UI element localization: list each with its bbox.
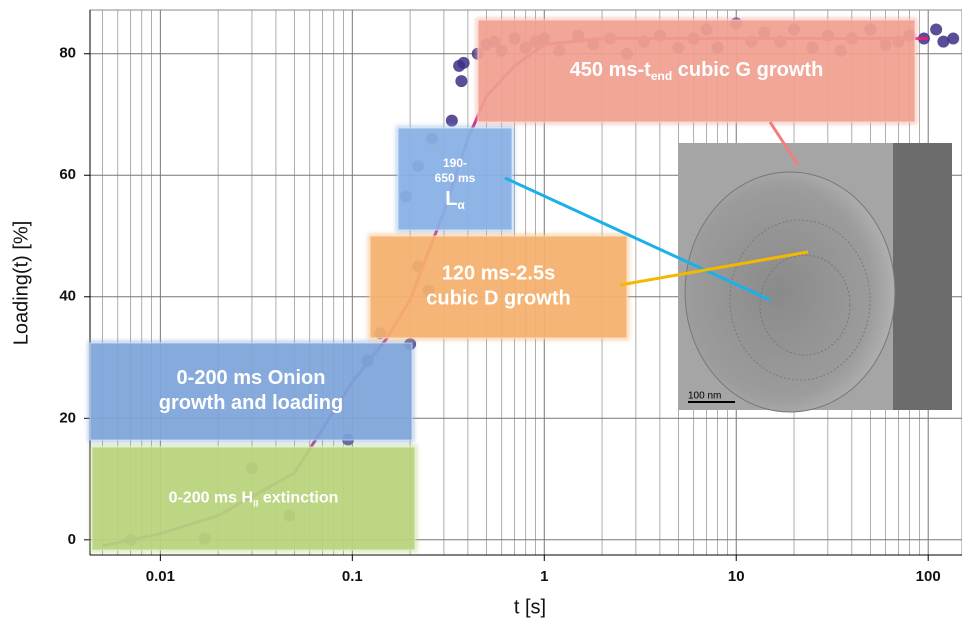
x-axis-label: t [s] xyxy=(514,596,546,618)
y-tick-label: 60 xyxy=(59,166,76,183)
annotation-segment: 0-200 ms Onion xyxy=(177,367,326,389)
annotation-text: 650 ms xyxy=(435,171,476,185)
y-tick-label: 20 xyxy=(59,409,76,426)
annotation-segment: end xyxy=(651,69,672,83)
annotation-text: 450 ms-tend cubic G growth xyxy=(570,59,824,83)
annotation-segment: extinction xyxy=(258,490,338,507)
micrograph-particle xyxy=(685,172,895,412)
annotation-text: 120 ms-2.5s xyxy=(442,263,555,285)
data-point xyxy=(947,33,959,45)
annotation-segment: 120 ms-2.5s xyxy=(442,263,555,285)
annotation-segment: α xyxy=(457,198,465,212)
page: {"chart_data":{"type":"scatter","x_label… xyxy=(0,0,962,623)
annotation-segment: cubic G growth xyxy=(672,59,823,81)
annotation-segment: L xyxy=(445,188,457,210)
x-tick-label: 100 xyxy=(916,568,941,585)
annotation-segment: 650 ms xyxy=(435,171,476,185)
data-point xyxy=(446,115,458,127)
micrograph-edge xyxy=(893,143,952,410)
annotation-segment: 0-200 ms H xyxy=(169,490,254,507)
annotation-text: growth and loading xyxy=(159,392,343,414)
data-point xyxy=(458,57,470,69)
data-point xyxy=(930,23,942,35)
data-point xyxy=(455,75,467,87)
x-tick-label: 0.1 xyxy=(342,568,363,585)
chart: 0.01 0.1 1 10 100 0 20 40 60 80 100 nm 0-200 ms H… xyxy=(0,0,962,623)
annotation-text: 0-200 ms Onion xyxy=(177,367,326,389)
x-tick-label: 0.01 xyxy=(146,568,175,585)
y-tick-label: 0 xyxy=(68,531,76,548)
scale-label: 100 nm xyxy=(688,391,721,402)
y-axis-label: Loading(t) [%] xyxy=(10,221,32,346)
y-tick-label: 80 xyxy=(59,45,76,62)
annotation-text: 190- xyxy=(443,156,467,170)
x-tick-label: 1 xyxy=(540,568,548,585)
annotation-segment: cubic D growth xyxy=(426,288,570,310)
x-tick-label: 10 xyxy=(728,568,745,585)
y-tick-label: 40 xyxy=(59,288,76,305)
annotation-text: cubic D growth xyxy=(426,288,570,310)
annotation-segment: growth and loading xyxy=(159,392,343,414)
annotation-segment: 450 ms-t xyxy=(570,59,651,81)
annotation-segment: 190- xyxy=(443,156,467,170)
